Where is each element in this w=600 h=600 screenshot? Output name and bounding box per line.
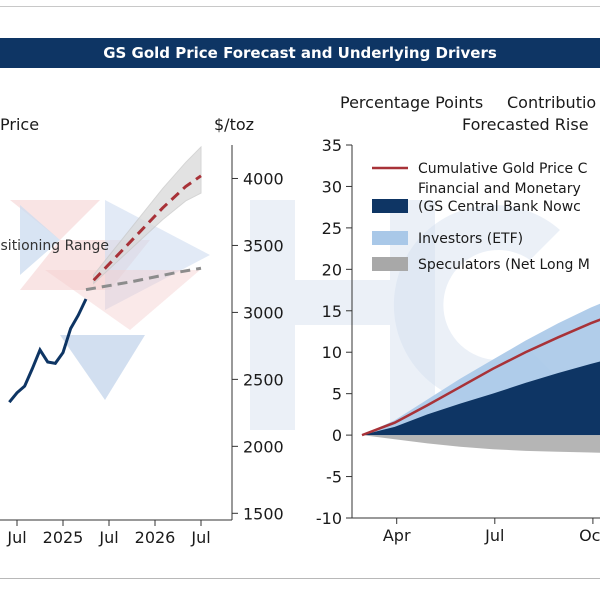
left-y-tick-label-5: 4000 — [243, 169, 284, 188]
bottom-rule — [0, 578, 600, 579]
legend-label-1: Financial and Monetary — [418, 181, 581, 197]
left-y-tick-label-2: 2500 — [243, 370, 284, 389]
left-x-tick-label-1: 2025 — [43, 528, 84, 547]
right-chart-legend: Cumulative Gold Price C Financial and Mon… — [372, 161, 590, 273]
right-y-tick-label-3: 5 — [332, 385, 342, 404]
right-chart-ylabel: Percentage Points — [340, 93, 483, 112]
title-bar — [0, 38, 600, 68]
right-chart: Percentage Points Contributio Forecasted… — [316, 93, 600, 545]
legend-swatch-1 — [372, 199, 408, 213]
legend-label-1-line-2: (GS Central Bank Nowc — [418, 199, 581, 215]
right-chart-title-line-1: Contributio — [507, 93, 596, 112]
left-chart-title-fragment: Price — [0, 115, 39, 134]
area-speculators — [362, 435, 600, 453]
right-x-tick-label-0: Apr — [383, 526, 411, 545]
watermark-letter-h — [250, 200, 435, 430]
right-chart-x-ticks: Apr Jul Oct — [383, 518, 600, 545]
right-x-tick-label-2: Oct — [579, 526, 600, 545]
legend-label-0: Cumulative Gold Price C — [418, 161, 588, 177]
right-y-tick-label-9: 35 — [322, 136, 342, 155]
watermark-diamond-blue-1 — [20, 205, 60, 275]
left-chart-x-ticks: Jul 2025 Jul 2026 Jul — [6, 520, 211, 547]
right-y-tick-label-5: 15 — [322, 302, 342, 321]
chart-title: GS Gold Price Forecast and Underlying Dr… — [103, 44, 497, 62]
right-chart-y-ticks: -10 -5 0 5 10 15 20 25 30 35 — [316, 136, 352, 528]
left-chart-unit-label: $/toz — [214, 115, 254, 134]
right-chart-title-line-2: Forecasted Rise — [462, 115, 589, 134]
right-y-tick-label-7: 25 — [322, 219, 342, 238]
right-y-tick-label-0: -10 — [316, 509, 342, 528]
legend-swatch-3 — [372, 257, 408, 271]
right-y-tick-label-2: 0 — [332, 426, 342, 445]
positioning-range-annotation: Positioning Range — [0, 238, 109, 254]
legend-swatch-2 — [372, 231, 408, 245]
left-y-tick-label-4: 3500 — [243, 236, 284, 255]
watermark-diamond-blue-3 — [60, 335, 145, 400]
left-y-tick-label-1: 2000 — [243, 437, 284, 456]
right-y-tick-label-6: 20 — [322, 260, 342, 279]
right-y-tick-label-8: 30 — [322, 177, 342, 196]
left-chart: Price $/toz 1500 2000 2500 3000 3500 4000 Jul… — [0, 115, 284, 547]
watermark-letter-c — [393, 205, 560, 405]
left-series-line-1 — [92, 174, 202, 282]
line-cumulative-gold-price — [361, 318, 600, 437]
left-series-line-0 — [8, 298, 88, 404]
right-chart-areas — [361, 303, 600, 453]
left-chart-y-ticks: 1500 2000 2500 3000 3500 4000 — [232, 169, 284, 523]
watermark — [10, 200, 560, 430]
left-x-tick-label-3: 2026 — [135, 528, 176, 547]
right-y-tick-label-1: -5 — [326, 468, 342, 487]
left-x-tick-label-0: Jul — [6, 528, 26, 547]
right-x-tick-label-1: Jul — [484, 526, 504, 545]
area-financial-monetary — [362, 361, 600, 436]
legend-label-3: Speculators (Net Long M — [418, 257, 590, 273]
watermark-diamond-red-2 — [45, 270, 200, 330]
top-rule — [0, 6, 600, 7]
forecast-uncertainty-band — [93, 145, 202, 285]
left-x-tick-label-4: Jul — [190, 528, 210, 547]
left-chart-series — [8, 174, 202, 404]
left-x-tick-label-2: Jul — [98, 528, 118, 547]
legend-label-2: Investors (ETF) — [418, 231, 523, 247]
left-y-tick-label-0: 1500 — [243, 504, 284, 523]
left-series-line-2 — [85, 266, 202, 292]
right-y-tick-label-4: 10 — [322, 343, 342, 362]
left-y-tick-label-3: 3000 — [243, 303, 284, 322]
